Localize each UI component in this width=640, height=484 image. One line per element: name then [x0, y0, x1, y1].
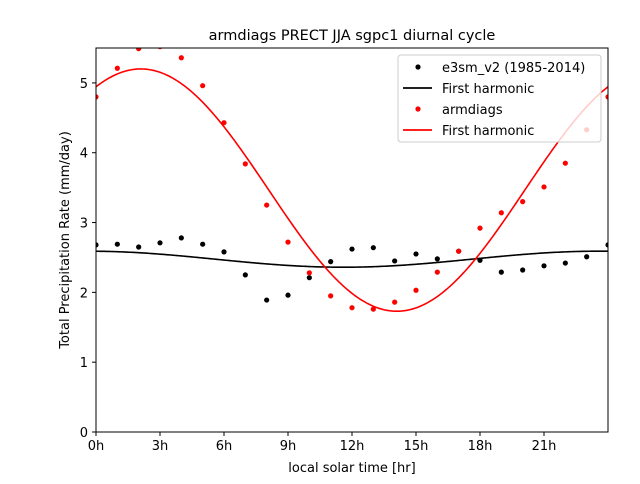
harmonic-line-1 [96, 250, 608, 269]
x-tick-label: 21h [532, 439, 557, 454]
x-tick-label: 18h [468, 439, 493, 454]
data-point-0-8 [264, 297, 270, 303]
data-point-0-12 [349, 246, 355, 252]
data-point-2-12 [349, 305, 355, 311]
chart-title: armdiags PRECT JJA sgpc1 diurnal cycle [209, 28, 496, 44]
x-tick-label: 12h [340, 439, 365, 454]
data-point-0-18 [477, 257, 483, 263]
y-tick-label: 5 [80, 77, 88, 92]
data-point-0-19 [498, 269, 504, 275]
data-point-0-24 [605, 242, 608, 248]
legend-marker-e3sm [415, 64, 421, 70]
data-point-2-18 [477, 225, 483, 231]
legend-label-e3sm-harmonic: First harmonic [442, 82, 534, 97]
y-tick-label: 0 [80, 426, 88, 441]
y-tick-label: 4 [80, 147, 88, 162]
data-point-0-3 [157, 240, 163, 246]
x-tick-label: 9h [280, 439, 297, 454]
data-point-2-24 [605, 94, 608, 100]
data-point-2-21 [541, 184, 547, 190]
y-tick-label: 3 [80, 217, 88, 232]
data-point-2-17 [456, 248, 462, 254]
data-point-2-15 [413, 287, 419, 293]
y-tick-label: 2 [80, 286, 88, 301]
data-point-2-16 [434, 269, 440, 275]
legend-label-armdiags: armdiags [442, 103, 503, 118]
data-point-2-2 [136, 48, 142, 52]
data-point-2-14 [392, 299, 398, 305]
x-tick-label: 0h [88, 439, 105, 454]
data-point-0-4 [178, 235, 184, 241]
data-point-0-5 [200, 241, 206, 247]
data-point-2-20 [520, 199, 526, 205]
data-point-2-4 [178, 55, 184, 61]
x-tick-label: 15h [404, 439, 429, 454]
x-tick-label: 3h [152, 439, 169, 454]
data-point-2-5 [200, 83, 206, 89]
harmonic-line-3 [96, 68, 608, 313]
data-point-0-23 [584, 254, 590, 260]
data-point-2-22 [562, 160, 568, 166]
data-point-2-7 [242, 161, 248, 167]
data-point-0-21 [541, 263, 547, 269]
data-point-0-15 [413, 251, 419, 257]
legend-marker-armdiags [415, 106, 421, 112]
data-point-0-14 [392, 258, 398, 264]
data-point-0-20 [520, 267, 526, 273]
data-point-0-1 [114, 241, 120, 247]
data-point-0-0 [96, 242, 99, 248]
data-point-0-22 [562, 260, 568, 266]
legend: e3sm_v2 (1985-2014) First harmonic armdi… [397, 54, 602, 143]
legend-label-e3sm: e3sm_v2 (1985-2014) [442, 61, 585, 76]
data-point-2-1 [114, 65, 120, 71]
data-point-0-11 [328, 259, 334, 265]
data-point-2-13 [370, 306, 376, 312]
x-axis-label: local solar time [hr] [288, 461, 415, 476]
legend-box [397, 54, 602, 143]
data-point-0-7 [242, 272, 248, 278]
data-point-2-8 [264, 202, 270, 208]
legend-label-armdiags-harmonic: First harmonic [442, 124, 534, 139]
data-point-2-9 [285, 239, 291, 245]
data-point-0-9 [285, 292, 291, 298]
x-tick-label: 6h [216, 439, 233, 454]
data-point-2-11 [328, 293, 334, 299]
y-axis-label: Total Precipitation Rate (mm/day) [58, 131, 73, 350]
data-point-2-19 [498, 210, 504, 216]
data-point-0-10 [306, 275, 312, 281]
data-point-0-6 [221, 249, 227, 255]
data-point-2-10 [306, 270, 312, 276]
data-point-2-0 [96, 94, 99, 100]
y-tick-label: 1 [80, 356, 88, 371]
data-point-2-6 [221, 120, 227, 126]
data-point-0-16 [434, 256, 440, 262]
data-point-0-2 [136, 244, 142, 250]
data-point-0-13 [370, 245, 376, 251]
